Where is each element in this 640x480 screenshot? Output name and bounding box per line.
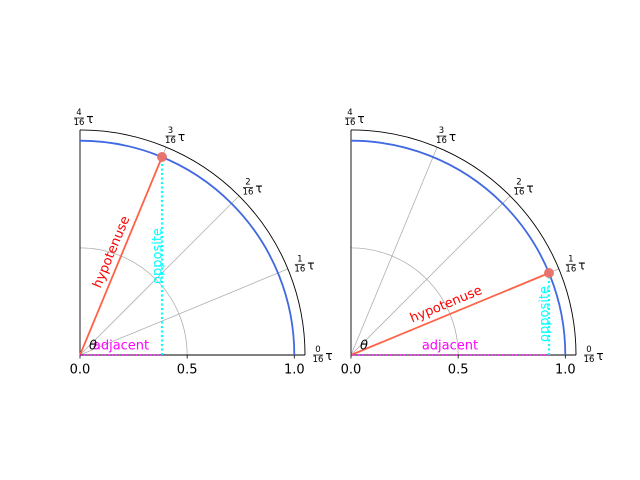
theta-tick-numerator: 4 <box>347 108 352 118</box>
theta-tick-denominator: 16 <box>243 187 254 197</box>
theta-tick-numerator: 4 <box>76 108 81 118</box>
r-tick-label: 0.0 <box>341 363 362 378</box>
unit-circle <box>79 139 296 356</box>
theta-tick-denominator: 16 <box>514 187 525 197</box>
theta-tick-denominator: 16 <box>345 118 356 128</box>
theta-tick-unit: τ <box>526 181 533 195</box>
hypotenuse-line <box>350 272 550 356</box>
theta-tick-denominator: 16 <box>584 355 595 365</box>
r-tick-label: 0.5 <box>177 363 198 378</box>
theta-tick-label: 016 τ <box>584 345 604 365</box>
theta-tick-denominator: 16 <box>313 355 324 365</box>
theta-tick-unit: τ <box>86 112 93 126</box>
point-marker <box>157 152 168 163</box>
theta-tick-label: 316 τ <box>436 126 456 146</box>
theta-tick-numerator: 1 <box>297 254 302 264</box>
unit-circle <box>350 139 567 356</box>
r-tick-label: 0.0 <box>70 363 91 378</box>
theta-tick-label: 216 τ <box>514 177 534 197</box>
adjacent-label: adjacent <box>93 339 149 354</box>
theta-tick-denominator: 16 <box>294 264 305 274</box>
theta-tick-denominator: 16 <box>165 136 176 146</box>
r-tick-label: 0.5 <box>448 363 469 378</box>
theta-tick-label: 116 τ <box>294 254 314 274</box>
theta-tick-numerator: 2 <box>516 177 521 187</box>
theta-tick-unit: τ <box>255 181 262 195</box>
theta-tick-denominator: 16 <box>74 118 85 128</box>
theta-gridline <box>350 195 511 356</box>
theta-label: θ <box>360 339 368 354</box>
theta-gridline <box>350 146 438 356</box>
r-tick-label: 1.0 <box>555 363 576 378</box>
theta-tick-label: 116 τ <box>565 254 585 274</box>
theta-tick-unit: τ <box>307 258 314 272</box>
theta-gridline <box>79 195 240 356</box>
theta-marker-arc <box>79 247 188 356</box>
axis-spine-outer-arc <box>79 129 306 356</box>
theta-tick-label: 416 τ <box>345 108 365 128</box>
axis-spine-outer-arc <box>350 129 577 356</box>
adjacent-label: adjacent <box>422 339 478 354</box>
theta-tick-numerator: 2 <box>245 177 250 187</box>
theta-label: θ <box>89 339 97 354</box>
r-tick-label: 1.0 <box>284 363 305 378</box>
theta-tick-label: 416 τ <box>74 108 94 128</box>
theta-tick-label: 016 τ <box>313 345 333 365</box>
theta-tick-unit: τ <box>596 349 603 363</box>
theta-gridline <box>79 268 289 356</box>
theta-marker-arc <box>350 247 459 356</box>
theta-tick-numerator: 0 <box>315 345 320 355</box>
theta-tick-numerator: 0 <box>586 345 591 355</box>
theta-tick-label: 316 τ <box>165 126 185 146</box>
theta-tick-unit: τ <box>325 349 332 363</box>
opposite-label: opposite <box>537 286 552 342</box>
theta-tick-numerator: 3 <box>439 126 444 136</box>
theta-tick-label: 216 τ <box>243 177 263 197</box>
point-marker <box>543 267 554 278</box>
theta-tick-numerator: 3 <box>168 126 173 136</box>
theta-tick-unit: τ <box>178 130 185 144</box>
opposite-label: opposite <box>151 228 166 284</box>
theta-tick-denominator: 16 <box>565 264 576 274</box>
theta-tick-numerator: 1 <box>568 254 573 264</box>
theta-tick-unit: τ <box>449 130 456 144</box>
theta-tick-unit: τ <box>578 258 585 272</box>
theta-tick-denominator: 16 <box>436 136 447 146</box>
theta-tick-unit: τ <box>357 112 364 126</box>
hypotenuse-line <box>79 156 163 356</box>
